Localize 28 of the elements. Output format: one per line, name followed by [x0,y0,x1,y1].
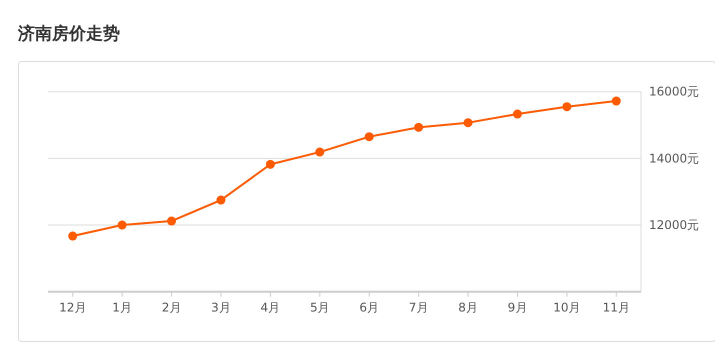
point [414,122,424,132]
point [315,148,324,157]
point [216,196,226,205]
x-tick-label: 1月 [112,300,132,315]
y-tick-label: 12000元 [649,218,700,232]
point [562,102,572,112]
y-tick-label: 14000元 [649,151,700,166]
point [118,220,127,230]
x-tick-label: 5月 [310,300,330,315]
point [364,132,374,142]
x-tick-label: 6月 [359,300,380,315]
point [167,216,176,226]
x-tick-label: 11月 [602,300,630,315]
point [612,96,621,106]
point [68,232,78,241]
x-tick-label: 9月 [508,300,528,315]
x-tick-label: 7月 [408,300,428,315]
x-tick-label: 10月 [553,300,581,315]
x-tick-label: 8月 [458,300,478,315]
point [512,110,522,119]
chart-title: 济南房价走势 [17,24,120,44]
x-tick-label: 3月 [211,300,231,315]
point [464,118,473,128]
y-tick-label: 16000元 [649,84,700,99]
x-tick-label: 4月 [260,300,280,315]
x-tick-label: 2月 [162,300,182,315]
x-tick-label: 12月 [59,300,86,315]
point [266,160,275,169]
